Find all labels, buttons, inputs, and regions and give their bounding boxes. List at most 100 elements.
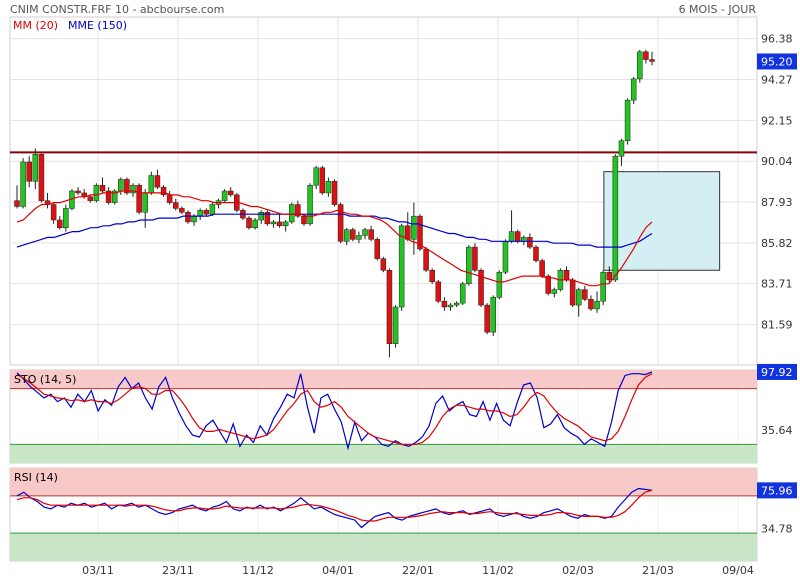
candle-down (26, 161, 32, 182)
candle-up (63, 208, 69, 228)
candle-up (270, 221, 277, 225)
candle-up (459, 283, 466, 304)
candle-down (563, 270, 570, 281)
rsi-ma-line (16, 489, 653, 522)
candle-up (325, 181, 332, 194)
rsi-last-value-bg (757, 482, 797, 499)
sto-last-value: 97.92 (761, 366, 793, 379)
candle-down (643, 51, 649, 60)
candle-down (386, 270, 393, 344)
candle-down (160, 186, 167, 196)
candle-down (649, 59, 655, 62)
candle-down (179, 208, 185, 213)
mm20-line (16, 190, 653, 287)
price-last-value-bg (757, 53, 797, 70)
candle-up (594, 300, 600, 310)
candle-down (166, 194, 173, 203)
candle-down (50, 204, 57, 221)
overbought-zone (10, 370, 757, 389)
oversold-zone (10, 444, 757, 463)
highlight-box (603, 171, 721, 271)
candle-up (392, 306, 399, 344)
candle-up (490, 297, 496, 333)
candle-up (496, 271, 503, 298)
candle-up (356, 235, 362, 240)
date-tick-label: 04/01 (322, 564, 354, 577)
candle-up (32, 154, 39, 182)
price-tick-label: 85.82 (761, 237, 793, 250)
candle-up (502, 241, 509, 273)
candle-up (612, 155, 619, 281)
indicator-tick-label: 34.78 (761, 523, 793, 536)
candle-up (20, 161, 26, 207)
candle-up (630, 78, 637, 101)
candle-down (173, 202, 179, 209)
candle-up (282, 221, 289, 227)
rsi-last-value: 75.96 (761, 484, 793, 497)
indicator-tick-label: 35.64 (761, 424, 793, 437)
oversold-zone (10, 533, 757, 561)
date-tick-label: 22/01 (402, 564, 434, 577)
date-tick-label: 02/03 (562, 564, 594, 577)
candle-down (569, 279, 576, 306)
candle-up (118, 179, 124, 192)
date-tick-label: 23/11 (162, 564, 194, 577)
sto-k-line (16, 371, 653, 451)
candle-up (221, 190, 228, 201)
price-tick-label: 81.59 (761, 319, 793, 332)
price-tick-label: 94.27 (761, 73, 793, 86)
candle-up (130, 184, 136, 194)
candle-up (637, 51, 643, 80)
price-tick-label: 90.04 (761, 155, 793, 168)
candle-down (374, 239, 380, 259)
date-tick-label: 11/02 (482, 564, 514, 577)
candle-down (154, 175, 161, 188)
candle-up (209, 204, 216, 215)
candle-up (508, 231, 515, 242)
candle-down (38, 154, 45, 201)
candle-down (295, 204, 301, 217)
mme150-line (16, 213, 653, 248)
legend-rsi: RSI (14) (14, 471, 58, 484)
candle-up (191, 215, 197, 223)
candle-up (521, 237, 527, 242)
candle-up (447, 304, 454, 308)
period-label: 6 MOIS - JOUR (678, 3, 756, 16)
candle-down (423, 248, 429, 271)
date-tick-label: 21/03 (642, 564, 674, 577)
candle-down (301, 215, 307, 225)
candle-down (331, 181, 338, 205)
candle-down (105, 190, 112, 203)
candle-down (484, 304, 490, 333)
candle-up (343, 229, 350, 242)
legend-mm20: MM (20) (13, 19, 59, 32)
date-tick-label: 11/12 (242, 564, 274, 577)
candle-down (539, 260, 545, 277)
candle-down (429, 270, 435, 283)
candle-up (398, 225, 405, 308)
candle-down (533, 246, 539, 261)
candle-up (600, 271, 606, 302)
candle-up (411, 215, 417, 240)
candle-up (93, 184, 100, 201)
candle-down (56, 219, 63, 228)
candle-down (319, 167, 326, 194)
candle-down (203, 210, 210, 215)
candle-down (514, 231, 521, 242)
chart-title: CNIM CONSTR.FRF 10 - abcbourse.com (10, 3, 225, 16)
candle-up (142, 192, 148, 213)
candle-up (551, 289, 558, 294)
candle-down (606, 271, 613, 281)
candle-down (99, 184, 106, 192)
candle-down (350, 229, 356, 240)
legend-mme150: MME (150) (68, 19, 128, 32)
candle-down (246, 217, 252, 228)
candle-up (362, 229, 368, 236)
candle-down (227, 190, 234, 196)
candle-down (185, 212, 191, 223)
price-last-value: 95.20 (761, 55, 793, 68)
stochastic-panel (10, 370, 757, 463)
candle-up (258, 212, 264, 221)
candle-down (582, 289, 588, 300)
candle-up (575, 289, 582, 306)
